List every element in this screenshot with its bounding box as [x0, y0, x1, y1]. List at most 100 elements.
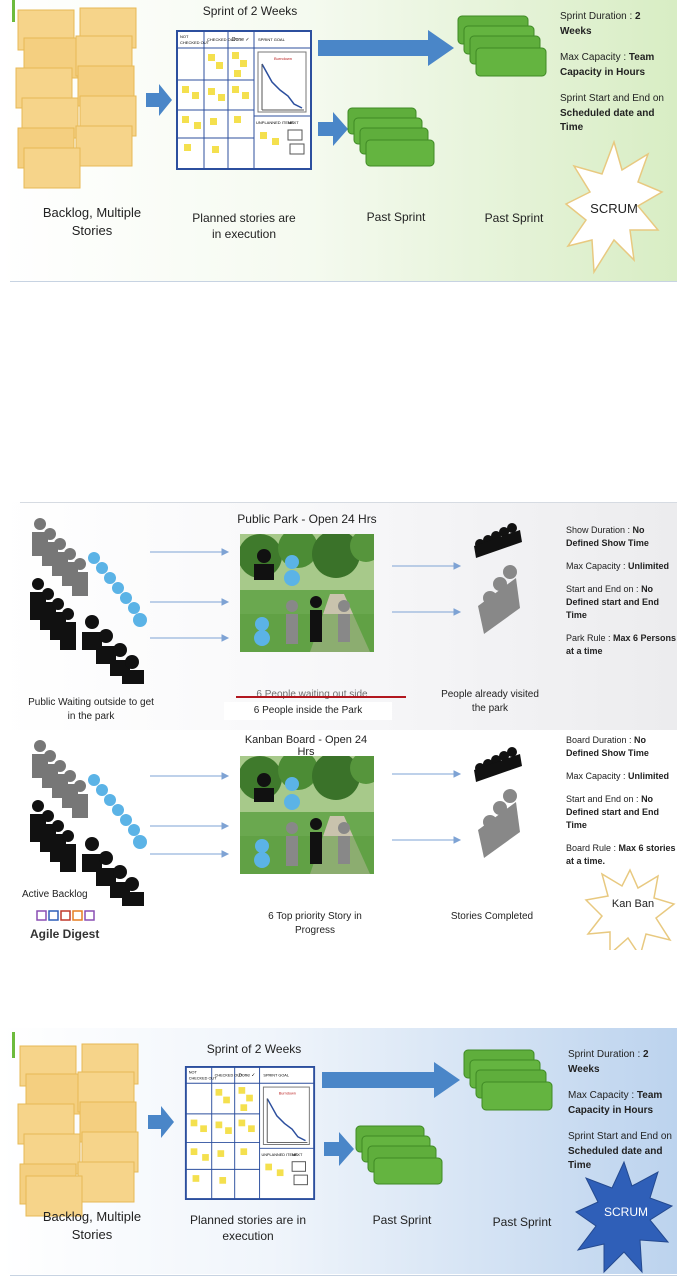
divider	[20, 502, 677, 503]
task-board: NOT CHECKED OUT CHECKED OUT Done ✓ SPRIN…	[184, 1066, 316, 1200]
park-details: Show Duration : No Defined Show Time Max…	[566, 524, 677, 658]
svg-text:CHECKED OUT: CHECKED OUT	[215, 1074, 243, 1078]
detail-key: Park Rule :	[566, 633, 614, 644]
detail-key: Max Capacity :	[560, 52, 629, 63]
starburst-icon	[584, 868, 676, 950]
svg-text:SPRINT GOAL: SPRINT GOAL	[263, 1074, 289, 1078]
arrow-right-icon	[148, 1106, 174, 1138]
progress-label: 6 Top priority Story in Progress	[268, 911, 362, 936]
planned-label: Planned stories are in execution	[192, 211, 296, 242]
scrum-badge: SCRUM	[590, 201, 638, 216]
detail-value: Unlimited	[628, 561, 670, 572]
svg-text:NOT: NOT	[180, 34, 189, 39]
task-board: NOT CHECKED OUT CHECKED OUT Done ✓ SPRIN…	[176, 30, 312, 170]
svg-text:NEXT: NEXT	[288, 120, 299, 125]
short-arrow-icon	[324, 1132, 354, 1166]
detail-key: Sprint Start and End on	[560, 93, 664, 104]
svg-text:NOT: NOT	[189, 1071, 198, 1075]
svg-text:SPRINT GOAL: SPRINT GOAL	[258, 37, 286, 42]
backlog-queue	[30, 740, 147, 906]
arrow-right-icon	[146, 84, 172, 116]
past-sprint-label: Past Sprint	[372, 1213, 432, 1227]
backlog-stickies	[15, 7, 137, 189]
waiting-label: Public Waiting outside to get in the par…	[28, 697, 154, 722]
sprint-details: Sprint Duration : 2 Weeks Max Capacity :…	[560, 10, 672, 136]
detail-key: Board Duration :	[566, 735, 635, 745]
svg-text:NEXT: NEXT	[292, 1153, 303, 1157]
people-queue	[30, 518, 147, 684]
past-sprint-label: Past Sprint	[366, 210, 426, 224]
svg-text:Burndown: Burndown	[274, 56, 292, 61]
divider	[10, 281, 677, 282]
short-arrow-icon	[318, 112, 348, 146]
detail-value: No Defined Show Time	[566, 735, 649, 759]
accent-bar	[12, 1032, 15, 1058]
agile-digest-logo	[36, 910, 95, 921]
flow-arrows	[150, 772, 230, 858]
sprint-cards-done	[463, 1049, 553, 1111]
detail-value: No Defined start and End Time	[566, 794, 660, 831]
detail-value: Unlimited	[628, 771, 670, 782]
detail-key: Sprint Duration :	[568, 1049, 644, 1060]
detail-value: 2 Weeks	[568, 1049, 649, 1075]
backlog-label: Backlog, Multiple Stories	[42, 205, 142, 238]
detail-value: Team Capacity in Hours	[560, 52, 655, 78]
detail-key: Max Capacity :	[566, 561, 629, 572]
panel-title: Public Park - Open 24 Hrs	[237, 512, 377, 526]
long-arrow-icon	[318, 30, 454, 66]
flow-arrows	[150, 548, 230, 642]
detail-value: Scheduled date and Time	[568, 1145, 663, 1172]
accent-bar	[12, 0, 15, 22]
detail-key: Board Rule :	[566, 843, 619, 854]
flow-arrows-out	[392, 770, 462, 844]
detail-key: Show Duration :	[566, 525, 633, 535]
past-sprint-label: Past Sprint	[492, 1215, 552, 1229]
panel-title: Kanban Board - Open 24 Hrs	[244, 734, 368, 758]
park-photo	[240, 534, 374, 652]
svg-text:UNPLANNED ITEMS: UNPLANNED ITEMS	[261, 1153, 298, 1157]
sprint-cards-done	[457, 15, 547, 77]
agile-digest-text: Agile Digest	[30, 927, 100, 941]
divider	[10, 1275, 677, 1276]
kanban-photo	[240, 756, 374, 874]
detail-key: Sprint Start and End on	[568, 1131, 672, 1142]
detail-value: No Defined Show Time	[566, 525, 649, 549]
panel-title: Sprint of 2 Weeks	[206, 1042, 302, 1056]
detail-value: Max 6 Persons at a time	[566, 633, 677, 657]
svg-text:CHECKED OUT: CHECKED OUT	[180, 40, 210, 45]
starburst-icon	[574, 1160, 674, 1274]
active-backlog-label: Active Backlog	[22, 889, 88, 900]
starburst-icon	[564, 140, 664, 275]
inside-label: 6 People inside the Park	[224, 702, 392, 720]
detail-value: 2 Weeks	[560, 11, 641, 37]
scrum-panel-top: Sprint of 2 Weeks NOT CHECKED OUT CHECKE…	[0, 0, 677, 282]
planned-label: Planned stories are in execution	[189, 1213, 307, 1244]
svg-text:Done ✓: Done ✓	[239, 1073, 256, 1079]
kanban-panel: Kanban Board - Open 24 Hrs	[0, 730, 677, 950]
flow-arrows-out	[392, 562, 462, 616]
scrum-badge: SCRUM	[604, 1205, 648, 1219]
svg-text:Burndown: Burndown	[279, 1092, 296, 1096]
past-sprint-label: Past Sprint	[484, 211, 544, 225]
detail-key: Sprint Duration :	[560, 11, 636, 22]
park-panel: Public Park - Open 24 Hrs	[0, 502, 677, 730]
completed-label: Stories Completed	[450, 911, 534, 922]
detail-value: No Defined start and End Time	[566, 584, 660, 621]
strike-line	[236, 696, 406, 698]
svg-text:CHECKED OUT: CHECKED OUT	[189, 1076, 217, 1080]
visited-label: People already visited the park	[441, 689, 539, 714]
backlog-stickies	[17, 1043, 139, 1217]
scrum-panel-bottom: Sprint of 2 Weeks NOT CHECKED OUT CHECKE…	[0, 1028, 677, 1274]
sprint-details: Sprint Duration : 2 Weeks Max Capacity :…	[568, 1048, 676, 1174]
detail-key: Start and End on :	[566, 584, 642, 595]
completed-crowd	[474, 747, 522, 858]
detail-key: Max Capacity :	[568, 1090, 637, 1101]
struck-label: 6 People waiting out side	[256, 689, 368, 700]
svg-text:Done ✓: Done ✓	[232, 37, 250, 43]
long-arrow-icon	[322, 1062, 460, 1098]
svg-text:CHECKED OUT: CHECKED OUT	[207, 37, 237, 42]
sprint-cards-past	[355, 1125, 443, 1185]
panel-title: Sprint of 2 Weeks	[202, 4, 298, 18]
detail-key: Start and End on :	[566, 794, 642, 805]
